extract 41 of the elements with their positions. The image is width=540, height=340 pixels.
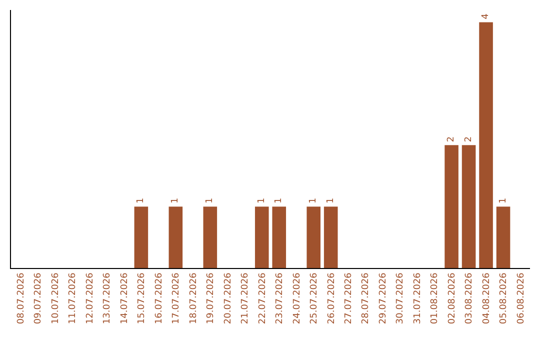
x-tick-label: 03.08.2026 (464, 272, 475, 324)
x-tick-label: 06.08.2026 (516, 272, 526, 324)
data-label: 1 (256, 198, 267, 204)
x-tick-label: 26.07.2026 (326, 272, 337, 324)
x-tick-label: 12.07.2026 (85, 272, 96, 324)
data-label: 2 (446, 136, 457, 142)
data-label: 4 (481, 13, 492, 20)
x-tick-label: 15.07.2026 (137, 272, 148, 324)
x-tick-label: 09.07.2026 (34, 272, 44, 324)
x-tick-label: 18.07.2026 (188, 272, 199, 324)
x-tick-label: 23.07.2026 (275, 272, 286, 324)
x-tick-label: 25.07.2026 (310, 272, 320, 324)
data-label: 1 (205, 198, 216, 204)
x-tick-label: 29.07.2026 (378, 272, 389, 324)
x-tick-label: 02.08.2026 (447, 272, 458, 324)
x-tick-label: 27.07.2026 (344, 272, 354, 324)
x-tick-label: 21.07.2026 (240, 272, 251, 324)
x-tick-label: 24.07.2026 (292, 272, 302, 324)
x-tick-label: 10.07.2026 (50, 272, 61, 324)
data-label: 2 (464, 136, 474, 142)
x-tick-label: 14.07.2026 (120, 272, 130, 324)
x-tick-label: 05.08.2026 (499, 272, 510, 324)
data-label: 1 (326, 198, 336, 204)
x-tick-label: 19.07.2026 (206, 272, 216, 324)
x-tick-label: 28.07.2026 (361, 272, 372, 324)
x-tick-label: 08.07.2026 (16, 272, 26, 324)
data-label: 1 (136, 198, 146, 204)
x-tick-label: 13.07.2026 (102, 272, 113, 324)
data-label: 1 (308, 198, 319, 204)
x-tick-label: 31.07.2026 (412, 272, 423, 324)
x-tick-label: 30.07.2026 (396, 272, 406, 324)
x-tick-label: 11.07.2026 (68, 272, 78, 324)
data-label: 1 (274, 198, 284, 204)
data-label: 1 (498, 198, 508, 204)
x-tick-label: 04.08.2026 (482, 272, 492, 324)
x-tick-label: 22.07.2026 (258, 272, 268, 324)
x-tick-label: 17.07.2026 (172, 272, 182, 324)
x-tick-label: 01.08.2026 (430, 272, 440, 324)
data-label: 1 (170, 198, 181, 204)
x-tick-label: 16.07.2026 (154, 272, 164, 324)
x-tick-label: 20.07.2026 (223, 272, 234, 324)
